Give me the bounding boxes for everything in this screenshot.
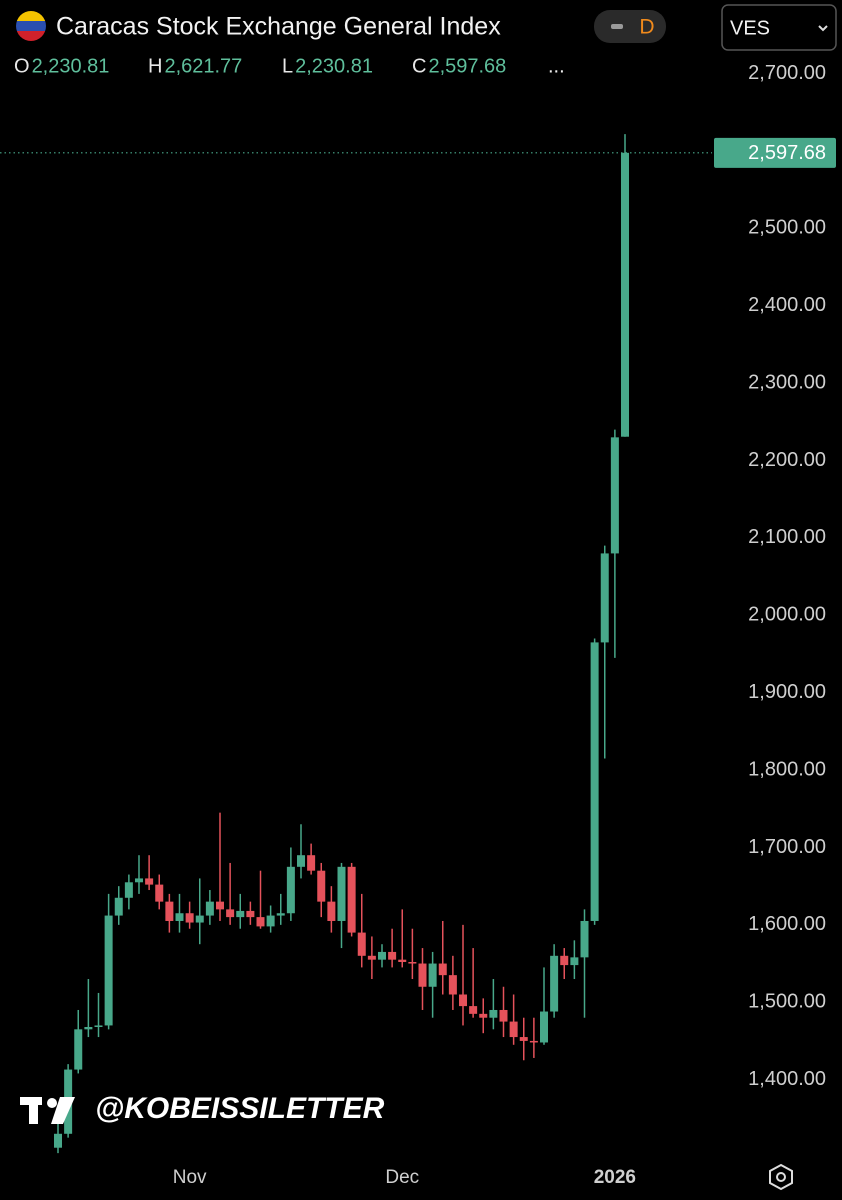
candle-body [479,1013,488,1018]
y-tick-label: 1,800.00 [748,758,826,780]
candle-body [367,955,376,960]
currency-select[interactable]: VES [721,4,837,51]
candle-body [307,855,316,871]
candle-body [327,901,336,921]
flag-icon [16,11,46,41]
candle-body [428,963,437,987]
x-tick-label: Dec [385,1167,419,1188]
y-tick-label: 2,200.00 [748,449,826,471]
candle-body [499,1009,508,1022]
candle-body [205,901,214,916]
y-tick-label: 2,400.00 [748,294,826,316]
candle-body [357,932,366,956]
ohlc-key: H [148,55,162,77]
candle-body [266,915,275,927]
candle-body [621,152,629,437]
interval-badge[interactable]: D [594,10,666,43]
candle-body [317,870,326,902]
candle-body [448,975,457,995]
candle-body [216,901,224,910]
candle-body [540,1011,548,1043]
y-tick-label: 1,400.00 [748,1068,826,1090]
candle-body [590,642,599,921]
x-tick-label: 2026 [594,1167,636,1188]
candle-body [155,884,164,902]
last-price-label: 2,597.68 [748,142,826,164]
candle-body [509,1021,518,1038]
y-tick-label: 1,500.00 [748,991,826,1013]
ohlc-value: 2,230.81 [32,55,110,77]
candle-body [165,901,174,921]
ohlc-key: O [14,55,30,77]
currency: VES [730,17,770,39]
ohlc-key: L [282,55,293,77]
ohlc-value: 2,621.77 [164,55,242,77]
candle-body [135,878,143,883]
candle-body [459,994,467,1007]
ohlc-key: C [412,55,426,77]
y-tick-label: 1,700.00 [748,836,826,858]
candle-body [226,909,235,918]
candle-body [560,955,569,966]
candle-body [347,866,356,933]
chart-title: Caracas Stock Exchange General Index [56,13,501,41]
candle-body [104,915,113,1026]
candle-body [580,920,589,958]
candle-body [408,961,417,964]
candle-body [74,1029,83,1070]
ohlc-value: 2,230.81 [295,55,373,77]
chevron [818,25,828,32]
candle-body [529,1040,538,1043]
candle-body [94,1025,103,1027]
tv-logo [20,1097,75,1124]
ohlc-legend: O 2,230.81 H 2,621.77 L 2,230.81 C 2,597.68 [14,55,506,77]
candle-body [84,1026,93,1030]
candle-body [114,897,123,916]
y-tick-label: 1,900.00 [748,681,826,703]
y-tick-label: 2,100.00 [748,526,826,548]
x-tick-label: Nov [173,1167,207,1188]
candle-body [570,957,579,966]
candle-body [195,915,204,923]
candle-body [337,866,346,921]
candle-body [54,1133,62,1148]
candle-body [175,913,184,921]
last-price-box [714,137,836,168]
candle-body [550,955,559,1012]
candle-body [145,878,154,885]
candle-body [297,855,305,867]
settings-icon[interactable] [769,1163,793,1191]
more: ... [548,55,565,77]
y-tick-label: 2,000.00 [748,604,826,626]
candle-body [124,882,133,898]
candle-body [438,963,447,976]
interval: D [639,16,654,39]
candle-body [388,951,397,960]
candle-body [246,910,255,918]
candle-body [276,913,285,916]
candle-body [286,866,295,914]
candle-body [398,959,407,962]
candle-body [489,1009,498,1018]
candle-body [469,1006,478,1014]
candle-body [610,437,619,554]
candle-body [600,553,609,643]
candle-body [185,913,194,923]
plot: 1,400.00 1,500.00 1,600.00 1,700.00 1,800.00… [0,62,836,1188]
y-tick-label: 2,500.00 [748,217,826,239]
candle-body [256,917,265,927]
watermark: @KOBEISSILETTER [95,1092,385,1125]
y-tick-label: 1,600.00 [748,913,826,935]
y-tick-label: 2,700.00 [748,62,826,84]
candle-body [236,910,245,918]
y-tick-label: 2,300.00 [748,371,826,393]
candle-body [378,951,386,960]
candle-body [519,1037,528,1041]
candle-body [418,963,427,987]
ohlc-value: 2,597.68 [428,55,506,77]
